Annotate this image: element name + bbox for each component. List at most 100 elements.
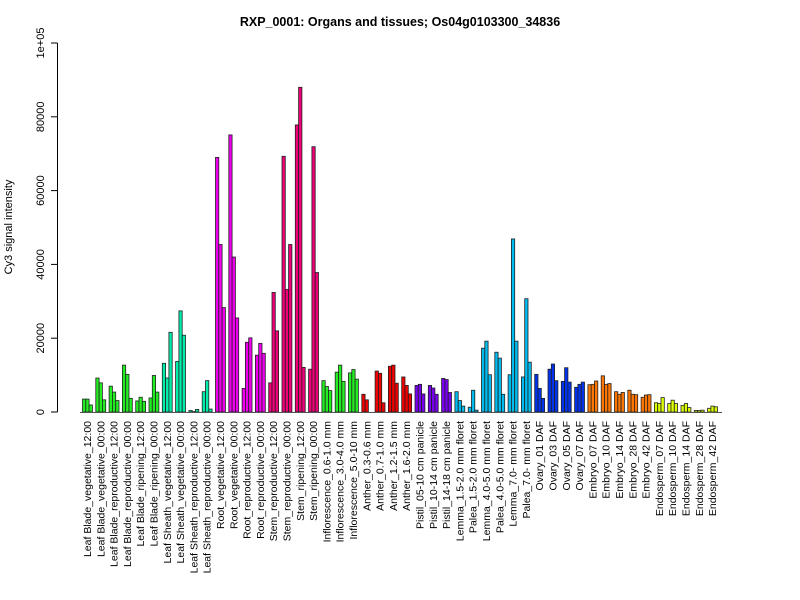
bar <box>258 342 263 413</box>
bar <box>687 407 692 413</box>
bar <box>484 340 489 413</box>
bar <box>431 387 436 413</box>
bar-group <box>467 389 479 413</box>
bar-group <box>334 364 346 413</box>
bar <box>341 380 346 413</box>
bar <box>338 364 343 413</box>
bar <box>590 383 595 413</box>
bar <box>215 156 220 413</box>
y-tick-label: 40000 <box>35 249 47 280</box>
bar <box>481 347 486 413</box>
bar <box>461 405 466 413</box>
bar <box>168 331 173 413</box>
y-axis: 0 20000 40000 60000 80000 1e+05 <box>35 28 58 415</box>
x-tick-label: Leaf Sheath_reproductive_00:00 <box>202 421 214 574</box>
bar <box>308 368 313 413</box>
bar <box>148 397 153 413</box>
bar <box>634 394 639 413</box>
bar <box>324 386 329 413</box>
bar <box>574 386 579 413</box>
bar <box>95 377 100 413</box>
bar <box>234 317 240 413</box>
bar-group <box>82 398 93 413</box>
bar-group <box>654 397 665 413</box>
bar <box>244 341 250 413</box>
bar-group <box>387 364 399 413</box>
bar <box>510 238 516 413</box>
x-tick-label: Pistil_05-10 cm panicle <box>414 421 426 529</box>
bar <box>377 372 383 413</box>
x-tick-label: Ovary_07 DAF <box>574 421 586 490</box>
bar <box>122 364 127 413</box>
bar <box>500 393 506 413</box>
x-tick-label: Lemma_7.0- mm floret <box>508 421 520 527</box>
bar <box>102 399 107 413</box>
bar-group <box>600 375 612 413</box>
bar <box>627 389 632 413</box>
bar <box>497 357 502 413</box>
bar <box>328 390 333 413</box>
x-tick-label: Palea_7.0- mm floret <box>521 421 533 519</box>
x-tick-label: Endosperm_14 DAF <box>680 421 692 516</box>
bar <box>607 383 612 413</box>
x-tick-label: Leaf Blade_ripening_12:00 <box>135 421 147 547</box>
bar-group <box>321 380 333 413</box>
bar <box>228 134 233 413</box>
bar <box>85 398 90 413</box>
x-tick-label: Anther_1.6-2.0 mm <box>401 421 413 511</box>
bar-group <box>148 375 160 413</box>
bar-group <box>361 393 369 413</box>
bar <box>88 404 93 413</box>
bar <box>195 409 200 413</box>
bar <box>527 361 532 413</box>
bar <box>524 298 529 413</box>
x-tick-label: Palea_4.0-5.0 mm floret <box>494 421 506 533</box>
bar <box>175 361 180 413</box>
bar <box>381 402 386 413</box>
bar <box>314 272 319 413</box>
bar <box>700 409 705 413</box>
bar <box>298 86 303 413</box>
bar <box>577 383 582 413</box>
bar-group <box>268 292 279 413</box>
bar <box>311 146 316 413</box>
bar <box>444 379 449 413</box>
x-tick-label: Stem_ripening_00:00 <box>308 421 320 521</box>
y-tick-label: 60000 <box>35 175 47 206</box>
bar-group <box>122 364 133 413</box>
x-tick-label: Embryo_07 DAF <box>587 421 599 499</box>
x-tick-label: Pistil_10-14 cm panicle <box>428 421 440 529</box>
x-tick-label: Inflorescence_0.6-1.0 mm <box>321 421 333 543</box>
x-tick-label: Leaf Blade_vegetative_12:00 <box>82 421 94 557</box>
x-tick-label: Endosperm_07 DAF <box>654 421 666 516</box>
x-tick-label: Root_vegetative_12:00 <box>215 421 227 529</box>
bars <box>82 86 718 413</box>
x-tick-label: Anther_1.2-1.5 mm <box>388 421 400 511</box>
x-tick-label: Root_vegetative_00:00 <box>228 421 240 529</box>
bar-group <box>547 363 559 413</box>
bar <box>710 405 715 413</box>
bar <box>673 403 678 413</box>
x-tick-label: Inflorescence_5.0-10 mm <box>348 421 360 540</box>
bar <box>614 391 619 413</box>
bar <box>471 389 476 413</box>
bar-group <box>481 340 492 413</box>
x-tick-label: Leaf Blade_ripening_00:00 <box>148 421 160 547</box>
x-tick-label: Embryo_10 DAF <box>601 421 613 499</box>
bar <box>161 362 167 413</box>
bar-group <box>507 238 519 413</box>
bar <box>604 383 609 413</box>
bar <box>208 408 213 413</box>
bar-group <box>95 377 107 413</box>
bar <box>454 391 459 413</box>
x-tick-label: Ovary_05 DAF <box>561 421 573 490</box>
bar-group <box>135 396 147 413</box>
bar <box>630 393 635 413</box>
bar <box>441 378 446 413</box>
bar-group <box>574 381 585 413</box>
x-tick-label: Leaf Blade_vegetative_00:00 <box>95 421 107 557</box>
bar <box>115 400 120 413</box>
x-tick-label: Leaf Blade_reproductive_12:00 <box>109 421 121 567</box>
x-tick-label: Ovary_01 DAF <box>534 421 546 490</box>
bar <box>657 403 662 413</box>
